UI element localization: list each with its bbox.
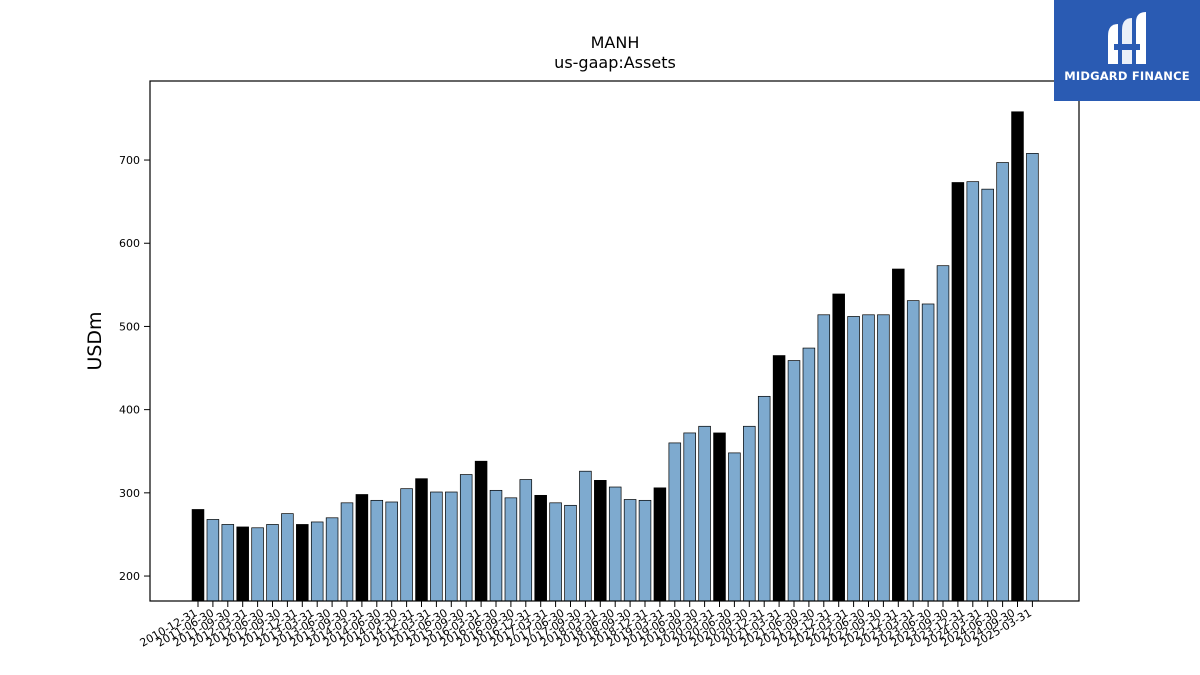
y-tick-label: 600 bbox=[119, 237, 140, 250]
bar bbox=[847, 316, 860, 602]
bar bbox=[489, 489, 503, 602]
bar bbox=[251, 527, 264, 602]
bar bbox=[906, 300, 920, 602]
bar bbox=[325, 517, 339, 602]
bar bbox=[1011, 111, 1024, 602]
bar bbox=[981, 188, 994, 602]
bar bbox=[713, 432, 726, 602]
y-tick-label: 400 bbox=[119, 404, 140, 417]
bar bbox=[728, 452, 741, 602]
bar bbox=[504, 497, 518, 602]
y-tick-label: 700 bbox=[119, 154, 140, 167]
bar bbox=[579, 470, 592, 602]
bar bbox=[549, 502, 562, 602]
bar bbox=[191, 509, 205, 602]
chart-subtitle: us-gaap:Assets bbox=[554, 53, 676, 72]
bar bbox=[355, 494, 369, 602]
bar bbox=[1026, 153, 1039, 602]
bar bbox=[385, 501, 398, 602]
bar bbox=[430, 491, 443, 602]
bar bbox=[996, 162, 1009, 602]
chart-title: MANH bbox=[591, 33, 640, 52]
bar bbox=[474, 460, 488, 602]
bars-group bbox=[191, 111, 1039, 602]
bar bbox=[296, 524, 309, 602]
bar bbox=[519, 479, 533, 602]
bar bbox=[743, 425, 756, 602]
bar bbox=[892, 268, 905, 602]
bar bbox=[400, 488, 413, 602]
bar bbox=[370, 499, 384, 602]
brand-name: MIDGARD FINANCE bbox=[1064, 69, 1190, 83]
bar bbox=[206, 519, 220, 602]
bar bbox=[445, 491, 458, 602]
bar bbox=[832, 293, 845, 602]
bar bbox=[966, 181, 980, 602]
y-axis-ticks: 200 300 400 500 600 700 bbox=[119, 154, 150, 583]
bar bbox=[951, 182, 965, 602]
bar bbox=[757, 395, 771, 602]
bar bbox=[936, 265, 950, 602]
bar bbox=[266, 524, 279, 602]
bar bbox=[534, 494, 547, 602]
y-axis-label: USDm bbox=[84, 311, 106, 370]
bar bbox=[921, 303, 935, 602]
y-tick-label: 300 bbox=[119, 487, 140, 500]
bar bbox=[802, 347, 816, 602]
x-axis-ticks: 2010-12-312011-06-302011-09-302012-03-31… bbox=[138, 601, 1034, 650]
bar bbox=[221, 524, 235, 602]
bar bbox=[594, 480, 607, 602]
y-tick-label: 500 bbox=[119, 320, 140, 333]
bar bbox=[877, 314, 890, 602]
bar bbox=[683, 432, 696, 602]
bar bbox=[817, 314, 831, 602]
bar bbox=[415, 478, 428, 602]
midgard-logo-icon bbox=[1108, 12, 1146, 64]
bar bbox=[236, 526, 249, 602]
bar bbox=[281, 513, 294, 602]
brand-logo: MIDGARD FINANCE bbox=[1054, 0, 1200, 101]
bar bbox=[668, 442, 682, 602]
bar bbox=[340, 502, 354, 602]
bar bbox=[787, 360, 801, 602]
bar bbox=[623, 499, 637, 602]
bar bbox=[653, 487, 667, 602]
bar bbox=[310, 521, 324, 602]
y-tick-label: 200 bbox=[119, 570, 140, 583]
bar bbox=[772, 355, 786, 602]
bar bbox=[862, 314, 875, 602]
bar bbox=[608, 486, 622, 602]
plot-frame bbox=[149, 80, 1080, 602]
bar bbox=[459, 474, 473, 602]
bar bbox=[638, 499, 652, 602]
bar bbox=[564, 504, 577, 602]
bar bbox=[698, 425, 711, 602]
